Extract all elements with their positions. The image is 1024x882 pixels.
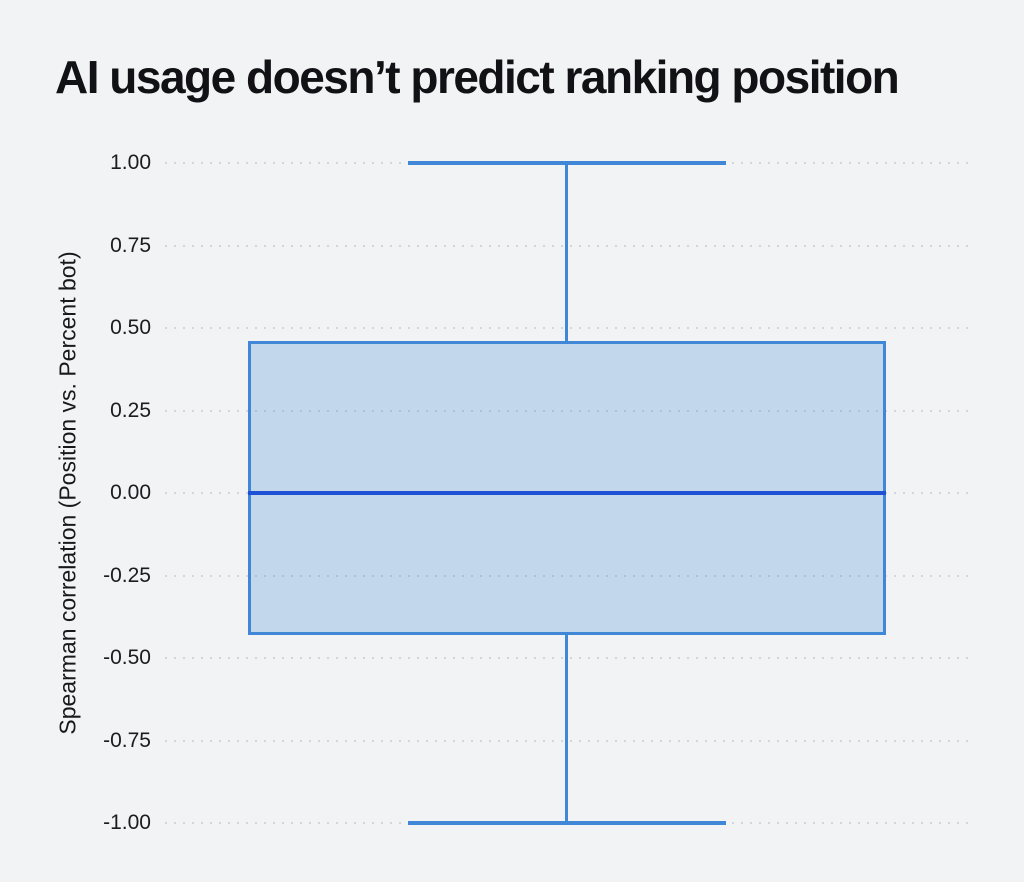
y-tick-label: 0.50 [110, 316, 151, 339]
y-tick-label: -0.50 [103, 646, 151, 669]
y-tick-label: 0.25 [110, 398, 151, 422]
y-tick-label: 1.00 [110, 151, 151, 174]
iqr-box [247, 341, 886, 635]
median-line [247, 491, 886, 495]
y-tick-label: 0.00 [110, 481, 151, 504]
upper-whisker-line [565, 163, 569, 342]
gridline [165, 739, 973, 742]
gridline [165, 657, 973, 659]
y-axis-title: Spearman correlation (Position vs. Perce… [54, 251, 81, 735]
plot-area: 1.00 0.75 0.50 0.25 0.00 -0.25 -0.50 -0.75 -1.00 [103, 151, 973, 834]
y-tick-label: -0.75 [103, 728, 151, 752]
y-tick-label: 0.75 [110, 233, 151, 257]
gridline [165, 244, 973, 247]
gridline [165, 409, 973, 412]
upper-whisker-cap [407, 161, 726, 165]
chart-title: AI usage doesn’t predict ranking positio… [55, 51, 900, 103]
lower-whisker-cap [407, 821, 726, 825]
lower-whisker-line [565, 634, 569, 823]
gridline [165, 327, 973, 329]
gridline [165, 574, 973, 577]
y-tick-label: -1.00 [103, 811, 151, 834]
y-tick-label: -0.25 [103, 563, 151, 587]
